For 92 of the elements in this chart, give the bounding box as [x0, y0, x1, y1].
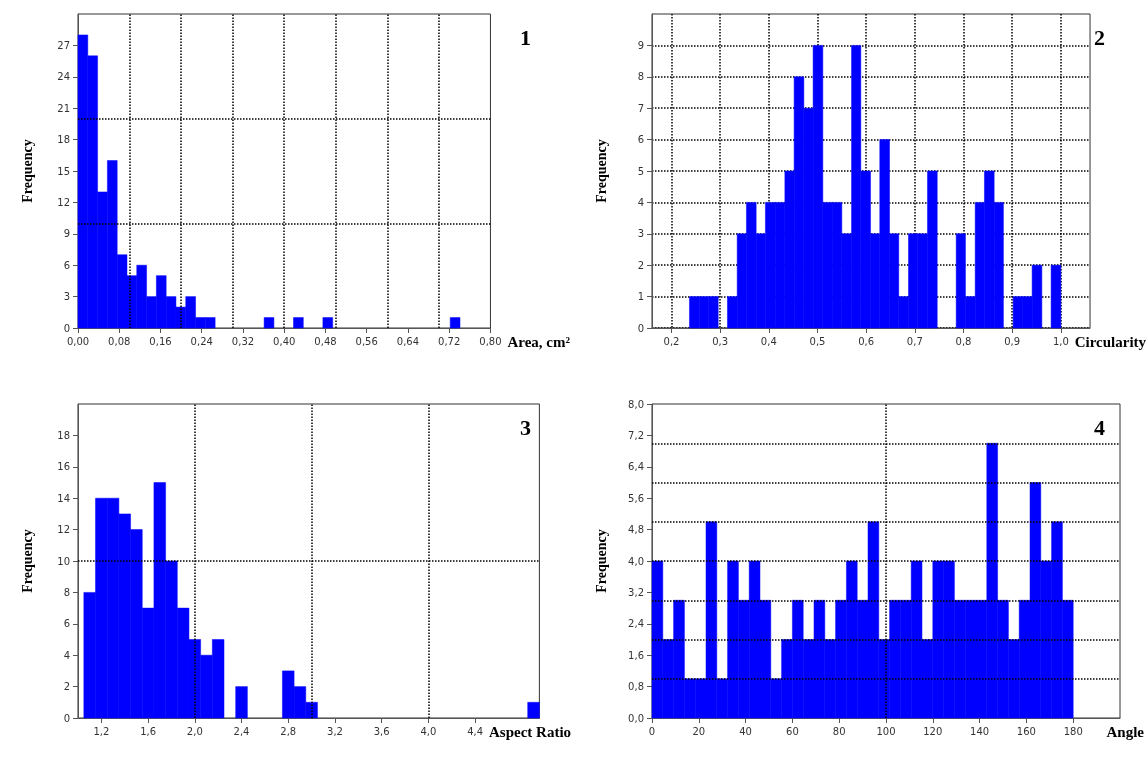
x-axis-title: Angle — [1106, 723, 1145, 740]
x-tick-label: 4,0 — [420, 725, 437, 737]
x-tick-label: 0,4 — [760, 335, 777, 347]
x-tick-label: 0,48 — [314, 335, 337, 347]
y-tick-label: 4 — [63, 649, 70, 661]
text: 2 — [1094, 24, 1105, 50]
y-tick-label: 4,8 — [628, 524, 644, 536]
y-tick-label: 2,4 — [628, 618, 644, 630]
y-tick-label: 9 — [63, 228, 70, 240]
y-axis-title: Frequency — [593, 529, 609, 593]
x-tick-label: 2,0 — [186, 725, 203, 737]
y-tick-label: 10 — [57, 555, 70, 567]
x-tick-label: 1,6 — [140, 725, 157, 737]
x-tick-label: 0,24 — [190, 335, 213, 347]
y-tick-label: 0 — [63, 322, 70, 334]
x-tick-label: 1,0 — [1052, 335, 1069, 347]
x-tick-label: 20 — [692, 725, 706, 737]
y-tick-label: 6 — [63, 618, 70, 630]
annotation: 4 — [1094, 414, 1105, 440]
y-tick-label: 6,4 — [628, 461, 644, 473]
y-tick-label: 8 — [63, 586, 70, 598]
x-tick-label: 4,4 — [467, 725, 484, 737]
x-tick-label: 0,72 — [438, 335, 461, 347]
y-tick-label: 8,0 — [628, 398, 644, 410]
x-tick-label: 2,4 — [233, 725, 250, 737]
y-tick-label: 7,2 — [628, 429, 644, 441]
y-tick-label: 3 — [637, 228, 644, 240]
y-tick-label: 14 — [57, 492, 70, 504]
x-tick-label: 100 — [876, 725, 896, 737]
x-tick-label: 0,5 — [809, 335, 826, 347]
x-tick-label: 0,08 — [108, 335, 131, 347]
x-tick-label: 120 — [923, 725, 943, 737]
x-tick-label: 0,40 — [273, 335, 296, 347]
x-tick-label: 0,9 — [1004, 335, 1021, 347]
x-tick-label: 0,64 — [396, 335, 420, 347]
x-axis-title: Circularity — [1074, 333, 1147, 350]
x-axis-title: Area, cm² — [507, 333, 571, 350]
x-tick-label: 60 — [786, 725, 799, 737]
y-tick-label: 6 — [637, 134, 644, 146]
y-tick-label: 6 — [63, 259, 70, 271]
x-tick-label: 140 — [970, 725, 990, 737]
x-tick-label: 0,00 — [66, 335, 90, 347]
x-tick-label: 0,3 — [712, 335, 729, 347]
y-tick-label: 12 — [57, 524, 70, 536]
x-axis-title: Aspect Ratio — [488, 723, 572, 740]
y-tick-label: 0 — [63, 712, 70, 724]
x-tick-label: 0,2 — [663, 335, 680, 347]
x-tick-label: 2,8 — [280, 725, 297, 737]
y-tick-label: 15 — [57, 165, 70, 177]
x-tick-label: 0,7 — [906, 335, 923, 347]
y-tick-label: 2 — [63, 681, 70, 693]
y-tick-label: 8 — [637, 71, 644, 83]
text: 1 — [520, 24, 531, 50]
x-tick-label: 0,56 — [355, 335, 378, 347]
x-tick-label: 160 — [1016, 725, 1036, 737]
y-tick-label: 0 — [637, 322, 644, 334]
x-tick-label: 1,2 — [93, 725, 110, 737]
y-tick-label: 5,6 — [628, 492, 644, 504]
y-tick-label: 9 — [637, 39, 644, 51]
y-tick-label: 2 — [637, 259, 644, 271]
y-tick-label: 0,8 — [628, 681, 644, 693]
y-tick-label: 24 — [57, 71, 70, 83]
x-tick-label: 0,16 — [149, 335, 172, 347]
x-tick-label: 40 — [739, 725, 752, 737]
y-tick-label: 27 — [57, 39, 70, 51]
y-tick-label: 1 — [637, 291, 644, 303]
y-axis-title: Frequency — [19, 529, 35, 593]
y-tick-label: 4,0 — [628, 555, 644, 567]
x-tick-label: 0,32 — [231, 335, 255, 347]
x-tick-label: 3,6 — [373, 725, 390, 737]
y-tick-label: 21 — [57, 102, 70, 114]
y-axis-title: Frequency — [19, 139, 35, 203]
y-tick-label: 0,0 — [628, 712, 644, 724]
x-tick-label: 0 — [648, 725, 656, 737]
y-axis-title: Frequency — [593, 139, 609, 203]
annotation: 3 — [520, 414, 531, 440]
x-tick-label: 0,80 — [479, 335, 502, 347]
y-tick-label: 4 — [637, 196, 644, 208]
y-tick-label: 16 — [57, 461, 70, 473]
y-tick-label: 1,6 — [628, 649, 644, 661]
y-tick-label: 18 — [57, 429, 70, 441]
y-tick-label: 7 — [637, 102, 644, 114]
y-tick-label: 12 — [57, 196, 70, 208]
x-tick-label: 0,6 — [858, 335, 875, 347]
x-tick-label: 180 — [1063, 725, 1083, 737]
x-tick-label: 80 — [832, 725, 846, 737]
y-tick-label: 5 — [637, 165, 644, 177]
y-tick-label: 18 — [57, 134, 70, 146]
x-tick-label: 3,2 — [327, 725, 343, 737]
y-tick-label: 3,2 — [628, 586, 644, 598]
x-tick-label: 0,8 — [955, 335, 972, 347]
y-tick-label: 3 — [63, 291, 70, 303]
